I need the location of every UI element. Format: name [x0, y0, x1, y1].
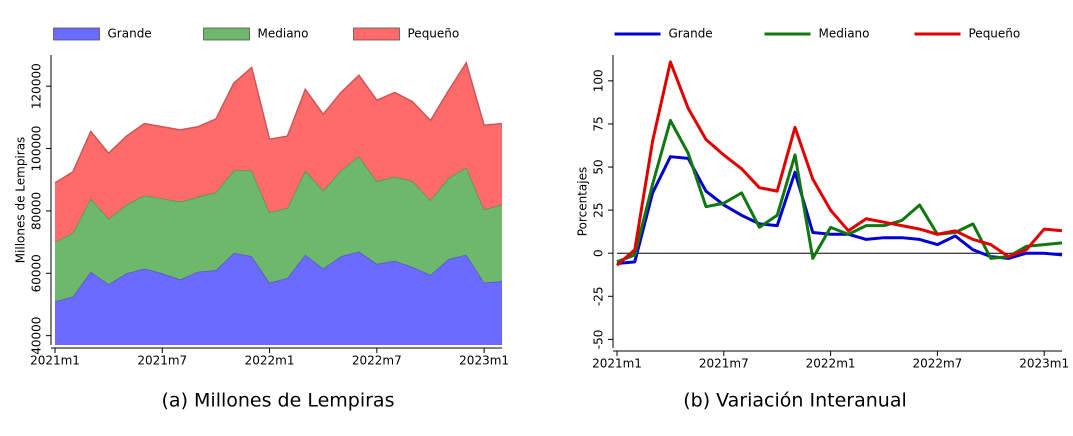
caption: (a) Millones de Lempiras [162, 390, 395, 412]
x-tick-label: 2021m1 [592, 357, 642, 371]
y-tick-label: 25 [592, 202, 606, 217]
legend-label: Pequeño [969, 27, 1021, 41]
caption: (b) Variación Interanual [683, 390, 907, 412]
area-edge [54, 60, 503, 184]
y-tick-label: 75 [592, 116, 606, 131]
y-tick-label: 50 [592, 159, 606, 174]
y-tick-label: -50 [592, 330, 606, 350]
x-tick-label: 2021m7 [137, 354, 187, 368]
x-tick-label: 2022m1 [245, 354, 295, 368]
legend-label: Grande [108, 27, 152, 41]
legend-label: Mediano [819, 27, 870, 41]
x-tick-label: 2022m7 [352, 354, 402, 368]
y-tick-label: 100 [592, 69, 606, 92]
y-tick-label: 100000 [30, 126, 44, 172]
x-tick-label: 2022m1 [806, 357, 856, 371]
x-tick-label: 2022m7 [912, 357, 962, 371]
y-tick-label: 60000 [30, 254, 44, 292]
y-tick-label: 80000 [30, 192, 44, 230]
legend-swatch [203, 27, 250, 41]
y-tick-label: 120000 [30, 63, 44, 109]
x-tick-label: 2021m7 [699, 357, 749, 371]
y-tick-label: 0 [592, 249, 606, 257]
legend-label: Grande [669, 27, 713, 41]
legend-swatch [353, 27, 400, 41]
x-tick-label: 2021m1 [30, 354, 80, 368]
line [616, 60, 1063, 267]
line [616, 118, 1063, 264]
area [55, 156, 502, 302]
y-tick-label: -25 [592, 286, 606, 306]
area [55, 62, 502, 243]
y-axis-label: Porcentajes [576, 167, 590, 236]
y-tick-label: 40000 [30, 317, 44, 355]
legend-swatch [53, 27, 100, 41]
legend-label: Mediano [258, 27, 309, 41]
legend-label: Pequeño [408, 27, 460, 41]
x-tick-label: 2023m1 [1019, 357, 1069, 371]
x-tick-label: 2023m1 [459, 354, 509, 368]
y-axis-label: Millones de Lempiras [14, 137, 28, 264]
